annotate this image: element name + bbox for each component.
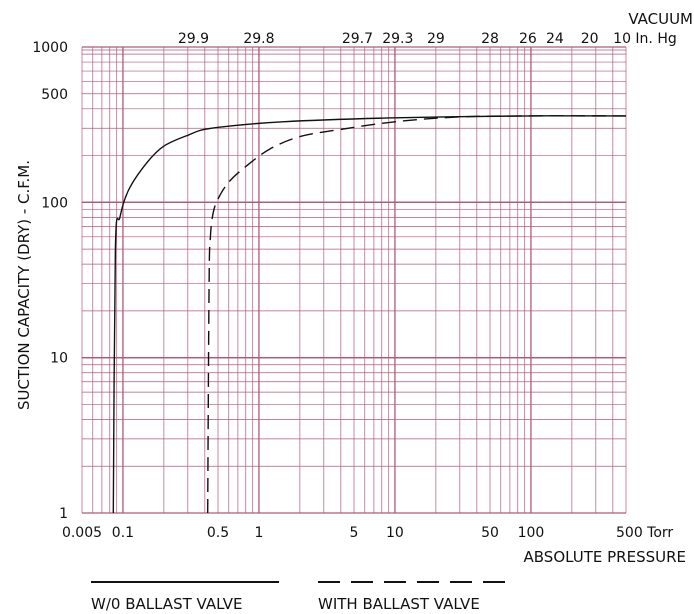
x-tick-label: 0.5 <box>207 525 229 541</box>
top-axis-tick-label: 28 <box>481 31 499 47</box>
y-tick-label: 1 <box>59 506 68 522</box>
y-tick-label: 500 <box>41 87 68 103</box>
top-axis-tick-label: 29.9 <box>178 31 209 47</box>
y-axis-title: SUCTION CAPACITY (DRY) - C.F.M. <box>15 160 33 410</box>
series-line-with-ballast <box>207 115 627 514</box>
legend-label-with-ballast: WITH BALLAST VALVE <box>318 595 480 613</box>
legend-label-without-ballast: W/0 BALLAST VALVE <box>91 595 243 613</box>
x-tick-label: 100 <box>518 525 545 541</box>
top-axis-tick-label: 26 <box>519 31 537 47</box>
y-tick-label: 1000 <box>32 40 68 56</box>
legend: W/0 BALLAST VALVE WITH BALLAST VALVE <box>91 581 508 613</box>
series-line-without-ballast <box>112 115 627 514</box>
x-tick-label: 50 <box>481 525 499 541</box>
axis-tick-labels: 0.005 0.1 0.5 1 5 10 50 100 500 Torr 1 10 100 500 100… <box>32 31 676 541</box>
top-axis-tick-label: 29.8 <box>243 31 274 47</box>
x-tick-label: 5 <box>350 525 359 541</box>
x-tick-label: 1 <box>254 525 263 541</box>
chart-grid <box>81 46 627 514</box>
y-tick-label: 10 <box>50 351 68 367</box>
top-axis-tick-label: 20 <box>581 31 599 47</box>
x-tick-label: 500 Torr <box>616 525 673 541</box>
top-axis-tick-label: 24 <box>546 31 564 47</box>
top-axis-tick-label: 29 <box>427 31 445 47</box>
top-axis-tick-label: 29.3 <box>382 31 413 47</box>
top-axis-title: VACUUM <box>628 10 693 28</box>
series-lines <box>112 115 627 514</box>
x-tick-label: 0.1 <box>112 525 134 541</box>
top-axis-tick-label: 10 In. Hg <box>613 31 677 47</box>
top-axis-tick-label: 29.7 <box>342 31 373 47</box>
x-tick-label: 10 <box>386 525 404 541</box>
y-tick-label: 100 <box>41 195 68 211</box>
x-tick-label: 0.005 <box>62 525 102 541</box>
x-axis-title: ABSOLUTE PRESSURE <box>524 548 686 566</box>
